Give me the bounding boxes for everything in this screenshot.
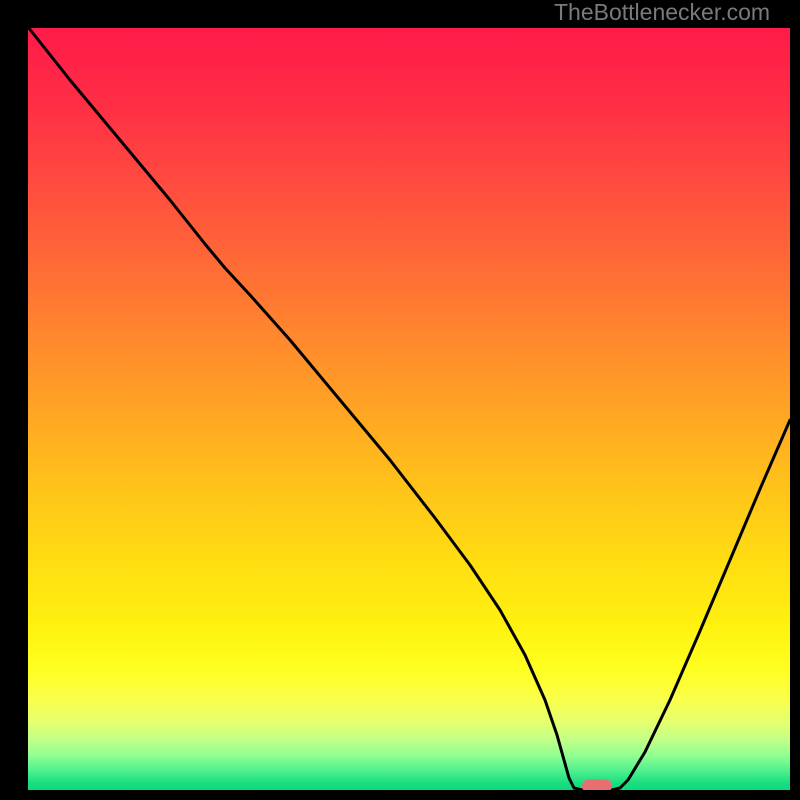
frame-bottom (0, 790, 800, 800)
plot-background (28, 28, 790, 790)
watermark-text: TheBottlenecker.com (554, 0, 770, 26)
frame-left (0, 0, 28, 800)
frame-right (790, 0, 800, 800)
bottleneck-chart (0, 0, 800, 800)
